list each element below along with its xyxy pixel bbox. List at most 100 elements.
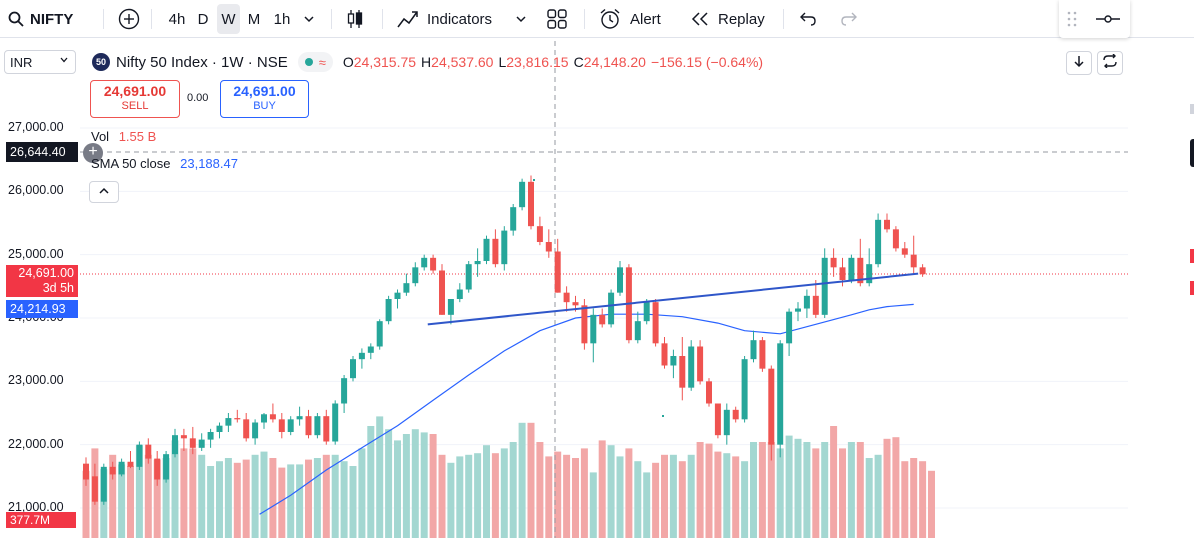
currency-select[interactable]: INR [4, 50, 76, 74]
interval-d[interactable]: D [197, 10, 209, 28]
add-order-plus-icon[interactable]: + [83, 143, 103, 163]
currency-value: INR [10, 54, 33, 70]
volume-bar [429, 434, 437, 538]
candle [447, 299, 454, 325]
volume-bar [447, 462, 455, 538]
volume-bar [785, 435, 793, 538]
last-price-value: 24,691.00 [18, 266, 74, 280]
volume-bar [741, 461, 749, 538]
layouts-button[interactable] [546, 0, 568, 38]
chevron-down-icon [303, 13, 315, 25]
volume-legend[interactable]: Vol 1.55 B [91, 129, 156, 144]
volume-bar [732, 456, 740, 538]
volume-bar [162, 458, 170, 538]
volume-bar [580, 448, 588, 538]
replay-button[interactable]: Replay [690, 0, 765, 38]
chart-pane[interactable]: 27,000.0026,000.0025,000.0024,000.0023,0… [0, 41, 1194, 538]
price-axis-label: 27,000.00 [8, 120, 64, 134]
candle [145, 438, 152, 464]
maximize-chart-button[interactable] [1097, 51, 1123, 75]
undo-button[interactable] [797, 0, 817, 38]
candle [617, 261, 623, 296]
volume-bar [776, 448, 784, 538]
sell-button[interactable]: 24,691.00 SELL [90, 80, 180, 118]
candle [358, 348, 365, 369]
volume-bar [305, 459, 312, 538]
candle [901, 242, 908, 258]
volume-bar [545, 456, 553, 538]
horizontal-line-tool-icon[interactable] [1095, 11, 1121, 32]
sma-legend[interactable]: SMA 50 close 23,188.47 [91, 156, 238, 171]
stray-marker-1 [533, 179, 535, 181]
market-status-pill[interactable]: ≈ [297, 52, 333, 72]
price-chart[interactable] [0, 41, 1194, 538]
buy-button[interactable]: 24,691.00 BUY [220, 80, 309, 118]
volume-bar [767, 442, 775, 538]
right-edge-panel-button[interactable] [1190, 139, 1194, 167]
volume-bar [349, 466, 357, 538]
indicators-dropdown[interactable] [515, 0, 527, 38]
rewind-icon [690, 10, 710, 28]
interval-1h[interactable]: 1h [273, 10, 291, 28]
volume-bar [331, 454, 339, 538]
volume-bar [135, 445, 143, 538]
interval-w[interactable]: W [217, 4, 240, 34]
redo-button[interactable] [840, 0, 860, 38]
interval-m[interactable]: M [247, 10, 261, 28]
candle [768, 365, 775, 461]
volume-bar [901, 461, 909, 538]
volume-bar [839, 448, 846, 538]
volume-bar [402, 434, 410, 538]
candle [278, 413, 285, 439]
candle [136, 441, 143, 470]
change-value: −156.15 (−0.64%) [650, 54, 764, 70]
symbol-legend: 50 Nifty 50 Index · 1W · NSE ≈ O 24,315.… [92, 51, 768, 73]
symbol-search-button[interactable]: NIFTY [8, 0, 73, 38]
right-edge-scroll-indicator [1190, 104, 1194, 114]
candle [919, 264, 926, 277]
low-value: 23,816.15 [506, 54, 569, 70]
candle [91, 463, 98, 505]
candle [376, 319, 383, 350]
price-axis-label: 23,000.00 [8, 373, 64, 388]
indicators-button[interactable]: Indicators [397, 0, 492, 38]
candle [812, 280, 819, 318]
alert-button[interactable]: Alert [598, 0, 661, 38]
candle [421, 254, 428, 271]
volume-bar [500, 448, 508, 538]
toolbar-divider [584, 9, 585, 29]
volume-bar [233, 462, 241, 538]
interval-4h[interactable]: 4h [168, 10, 186, 28]
candle [430, 254, 437, 274]
right-edge-price-tag [1190, 281, 1194, 295]
open-label: O [342, 54, 354, 70]
volume-bar [207, 466, 215, 538]
candlestick-icon [344, 8, 366, 30]
volume-bar [509, 442, 517, 538]
alarm-clock-icon [598, 8, 622, 30]
drag-handle-icon[interactable] [1067, 11, 1077, 32]
volume-bar [411, 429, 419, 538]
candle [608, 289, 615, 328]
crosshair-price-tag: 26,644.40 [6, 142, 78, 162]
scroll-to-latest-button[interactable] [1066, 51, 1092, 75]
interval-dropdown[interactable] [303, 0, 315, 38]
candle [154, 451, 161, 486]
volume-bar [634, 461, 642, 538]
volume-bar [260, 451, 268, 538]
symbol-title[interactable]: Nifty 50 Index · 1W · NSE [116, 53, 288, 71]
candle [732, 406, 739, 423]
chart-type-button[interactable] [344, 0, 366, 38]
candle [439, 264, 445, 315]
volume-bar [865, 458, 873, 538]
trendline-drawing[interactable] [427, 272, 919, 326]
volume-bar [518, 422, 526, 538]
candle [501, 226, 508, 271]
volume-bar [474, 453, 482, 538]
volume-bar [652, 462, 660, 538]
volume-bar [554, 451, 562, 538]
candle [857, 238, 864, 287]
collapse-legend-button[interactable] [89, 181, 119, 203]
candle [234, 409, 241, 423]
compare-symbol-button[interactable] [118, 0, 140, 38]
